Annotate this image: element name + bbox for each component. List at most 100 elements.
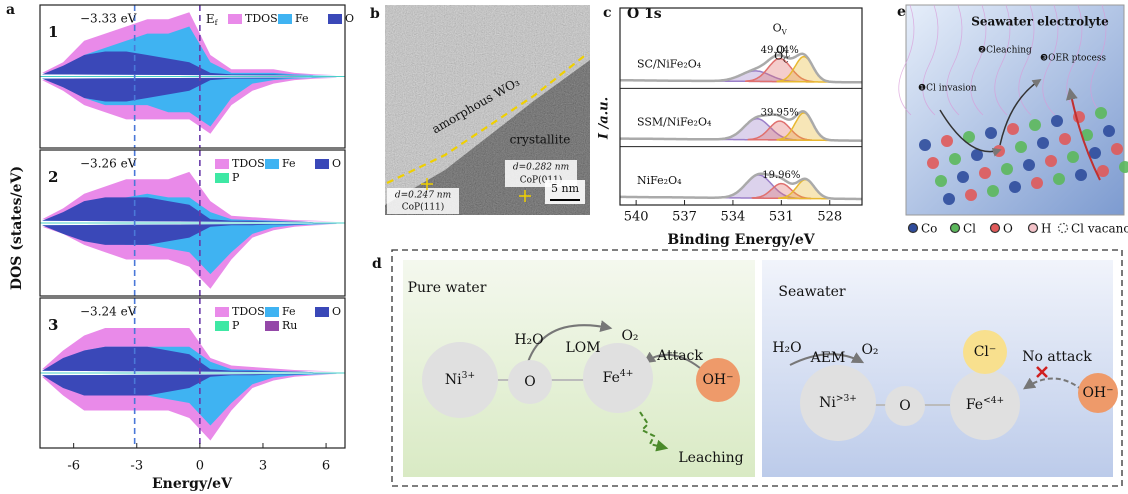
legend-label: Fe (282, 157, 296, 170)
panel-label: e (897, 4, 906, 20)
panel-label: c (603, 5, 612, 21)
label-base: Fe (603, 370, 620, 386)
species-label: H₂O (772, 340, 801, 356)
atom (1067, 151, 1079, 163)
x-tick-label: 0 (196, 459, 204, 474)
atom (935, 175, 947, 187)
x-axis-label: Binding Energy/eV (667, 232, 815, 248)
atom (943, 193, 955, 205)
x-tick-label: 6 (322, 459, 330, 474)
atom (987, 185, 999, 197)
atom (927, 157, 939, 169)
atom (1095, 107, 1107, 119)
atom (919, 139, 931, 151)
label-base: O (773, 21, 782, 34)
legend-swatch (1059, 224, 1068, 233)
legend-swatch (228, 14, 242, 24)
mechanism-label: LOM (565, 340, 600, 356)
atom (1075, 169, 1087, 181)
annotation: −3.33 eV (80, 12, 137, 26)
legend-label: Fe (295, 12, 309, 25)
panel-number: 2 (48, 168, 58, 186)
legend-label: O (345, 12, 354, 25)
atom (1029, 119, 1041, 131)
step-label: ❶Cl invasion (918, 84, 977, 94)
legend-swatch (1029, 224, 1038, 233)
atom (1059, 133, 1071, 145)
legend-label: Cl (963, 222, 976, 236)
atom (1015, 141, 1027, 153)
panel-label: d (372, 256, 382, 272)
spectrum-label: NiFe₂O₄ (637, 174, 682, 187)
y-axis-label: I /a.u. (597, 97, 612, 140)
x-tick-label: 531 (769, 210, 794, 225)
legend-swatch (215, 159, 229, 169)
legend-swatch (991, 224, 1000, 233)
legend-swatch (265, 321, 279, 331)
legend-label: H (1041, 222, 1051, 236)
species-label: H₂O (514, 332, 543, 348)
legend-swatch (328, 14, 342, 24)
step-label: ❸OER ptocess (1040, 54, 1106, 64)
atom (1007, 123, 1019, 135)
x-tick-label: 3 (259, 459, 267, 474)
node-label: OH⁻ (1082, 385, 1113, 401)
lattice-label: d=0.247 nm (395, 191, 451, 201)
lattice-label: CoP(111) (402, 202, 445, 213)
legend-label: TDOS (232, 157, 265, 170)
label-base: Ni (445, 372, 462, 388)
annotation: −3.24 eV (80, 305, 137, 319)
y-axis-label: DOS (states/eV) (9, 166, 25, 290)
annotation: −3.26 eV (80, 157, 137, 171)
atom (1103, 125, 1115, 137)
label-sub: L (785, 49, 790, 58)
node-label: O (899, 398, 910, 414)
legend-label: TDOS (245, 12, 278, 25)
lattice-label: d=0.282 nm (513, 163, 569, 173)
fermi-label: Ef (206, 12, 219, 28)
spectrum-label: SSM/NiFe₂O₄ (637, 116, 712, 129)
legend-swatch (215, 173, 229, 183)
panel-number: 1 (48, 23, 58, 41)
legend-swatch (315, 159, 329, 169)
panel-label: a (6, 2, 15, 18)
atom (965, 189, 977, 201)
x-tick-label: 537 (672, 210, 697, 225)
node-label: OH⁻ (702, 372, 733, 388)
peak-label: OV (773, 21, 788, 36)
label-sub: f (215, 18, 219, 27)
legend-swatch (951, 224, 960, 233)
label-base: Fe (966, 397, 983, 413)
legend-swatch (315, 307, 329, 317)
legend-label: Fe (282, 305, 296, 318)
atom (1023, 159, 1035, 171)
legend-label: TDOS (232, 305, 265, 318)
percent-label: 39.95% (761, 108, 799, 119)
x-tick-label: -3 (130, 459, 143, 474)
atom (941, 135, 953, 147)
panel-label: b (370, 6, 380, 22)
atom (985, 127, 997, 139)
spectrum-label: SC/NiFe₂O₄ (637, 57, 702, 70)
atom (1053, 173, 1065, 185)
mechanism-label: AEM (810, 350, 846, 366)
region-label: crystallite (510, 133, 571, 147)
atom (957, 171, 969, 183)
legend-swatch (215, 307, 229, 317)
x-tick-label: 534 (721, 210, 746, 225)
x-axis-label: Energy/eV (152, 476, 233, 492)
atom (979, 167, 991, 179)
legend-label: O (332, 305, 341, 318)
legend-swatch (265, 307, 279, 317)
schematic-title: Seawater electrolyte (971, 15, 1109, 29)
atom (1051, 115, 1063, 127)
legend-swatch (215, 321, 229, 331)
label-base: E (206, 12, 215, 26)
node-label: Cl⁻ (974, 344, 997, 360)
atom (949, 153, 961, 165)
attack-label: No attack (1022, 349, 1092, 365)
legend-label: Co (921, 222, 937, 236)
atom (1097, 165, 1109, 177)
atom (1009, 181, 1021, 193)
legend-label: O (332, 157, 341, 170)
